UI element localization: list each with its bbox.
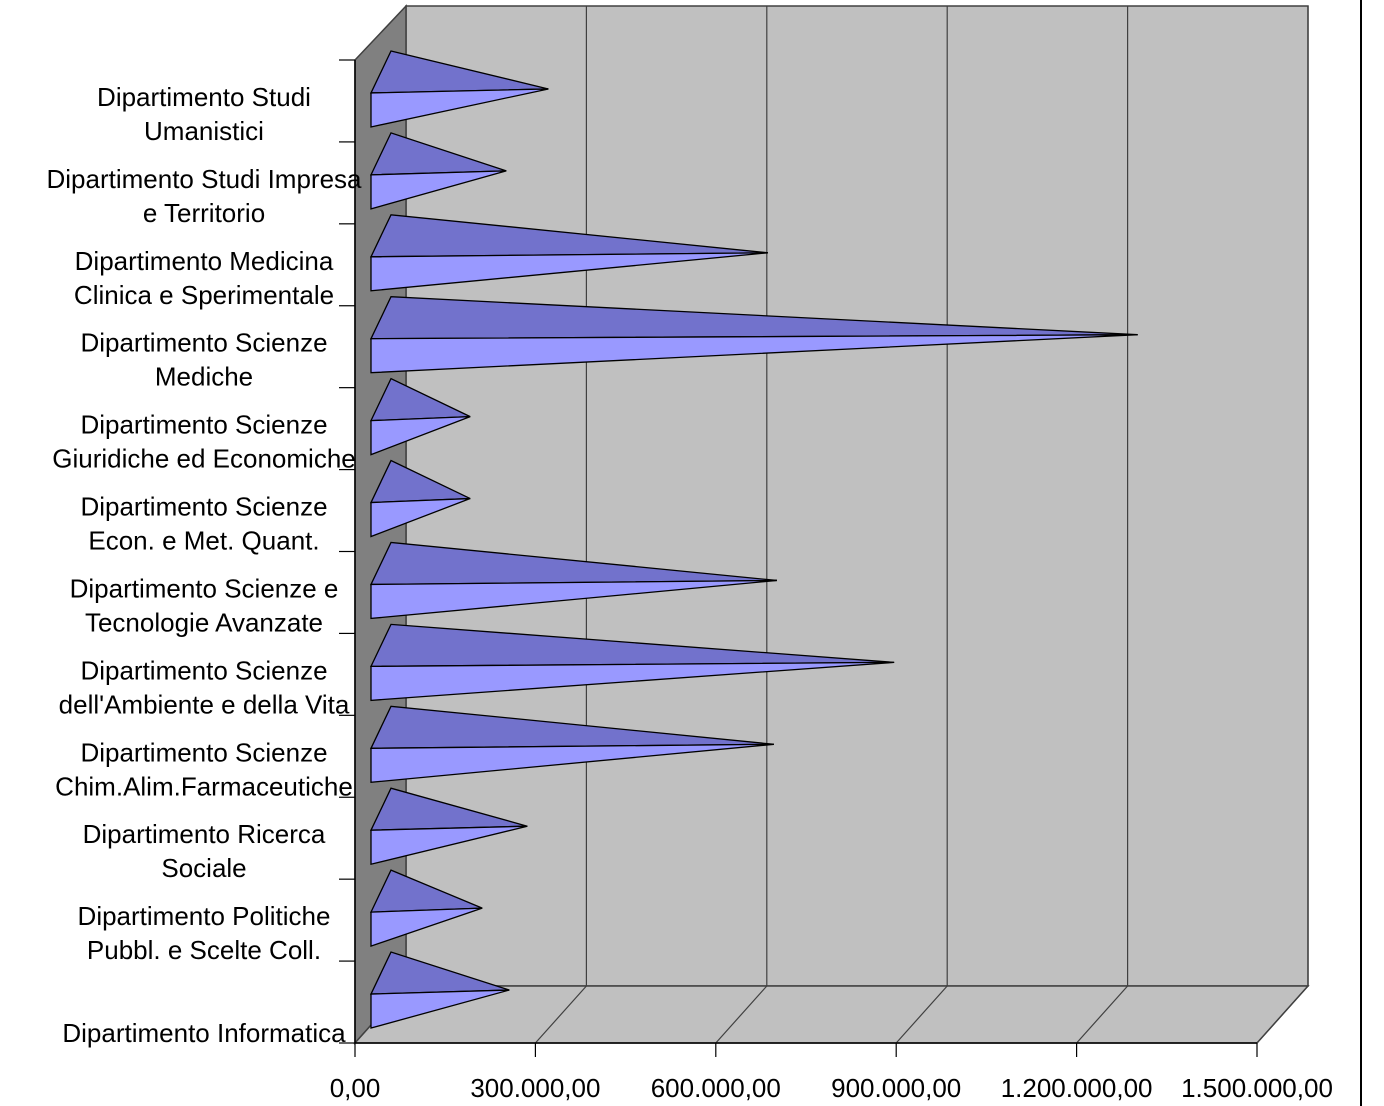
- category-label-line: Dipartimento Scienze: [80, 737, 327, 767]
- cone-front-face: [370, 989, 510, 1029]
- category-label-line: Tecnologie Avanzate: [85, 607, 323, 637]
- cone-series: [369, 50, 1138, 1029]
- cone-front-face: [370, 497, 471, 538]
- cone-0: [369, 50, 549, 128]
- axis-lines: [339, 59, 1258, 1057]
- gridline-floor-5: [1256, 985, 1309, 1044]
- x-tick-label-5: 1.500.000,00: [1181, 1073, 1333, 1103]
- gridlines: [534, 6, 1309, 1044]
- cone-4: [369, 377, 471, 456]
- x-tick-label-2: 600.000,00: [651, 1073, 781, 1103]
- cone-10: [369, 869, 483, 948]
- category-label-line: Econ. e Met. Quant.: [88, 526, 319, 556]
- cone-front-face: [370, 825, 528, 866]
- category-label-7: Dipartimento Scienze dell'Ambiente e dell…: [59, 655, 350, 719]
- category-label-10: Dipartimento Politiche Pubbl. e Scelte Co…: [78, 901, 331, 965]
- category-label-5: Dipartimento Scienze Econ. e Met. Quant.: [80, 492, 327, 556]
- x-tick-label-3: 900.000,00: [831, 1073, 961, 1103]
- category-label-1: Dipartimento Studi Impresa e Territorio: [46, 164, 362, 228]
- category-label-11: Dipartimento Informatica: [62, 1018, 346, 1048]
- cone-front-face: [370, 170, 507, 210]
- cone-front-face: [370, 415, 471, 456]
- cone-front-face: [370, 334, 1138, 374]
- category-label-line: Dipartimento Scienze: [80, 410, 327, 440]
- cone-front-face: [370, 252, 768, 292]
- category-label-line: Sociale: [161, 853, 246, 883]
- category-label-line: Dipartimento Medicina: [75, 246, 334, 276]
- category-label-2: Dipartimento Medicina Clinica e Speriment…: [74, 246, 334, 310]
- category-label-line: Dipartimento Scienze: [80, 492, 327, 522]
- back-wall: [405, 5, 1309, 987]
- gridline-floor-4: [1076, 985, 1129, 1044]
- category-label-line: Dipartimento Studi Impresa: [46, 164, 362, 194]
- cone-front-face: [370, 88, 549, 128]
- category-label-line: Dipartimento Informatica: [62, 1018, 346, 1048]
- category-label-line: Dipartimento Scienze: [80, 328, 327, 358]
- x-tick-label-4: 1.200.000,00: [1001, 1073, 1153, 1103]
- cone-front-face: [370, 579, 777, 620]
- gridline-floor-3: [895, 985, 948, 1044]
- x-tick-label-1: 300.000,00: [470, 1073, 600, 1103]
- category-label-line: Dipartimento Politiche: [78, 901, 331, 931]
- category-label-line: Dipartimento Studi: [97, 82, 311, 112]
- category-label-line: Chim.Alim.Farmaceutiche: [55, 771, 353, 801]
- category-label-0: Dipartimento Studi Umanistici: [97, 82, 311, 146]
- cone-front-face: [370, 743, 774, 784]
- cone-11: [369, 951, 510, 1029]
- category-label-line: Dipartimento Scienze: [80, 655, 327, 685]
- category-label-3: Dipartimento Scienze Mediche: [80, 328, 327, 392]
- category-label-line: e Territorio: [143, 198, 265, 228]
- floor: [353, 985, 1310, 1044]
- cone-7: [369, 623, 895, 702]
- gridline-floor-1: [534, 985, 587, 1044]
- category-label-6: Dipartimento Scienze e Tecnologie Avanzat…: [70, 573, 339, 637]
- category-label-line: Mediche: [155, 362, 253, 392]
- category-label-4: Dipartimento Scienze Giuridiche ed Econom…: [52, 410, 356, 474]
- cone-front-face: [370, 661, 895, 702]
- cone-2: [369, 214, 768, 292]
- plot-walls: [353, 4, 1310, 1045]
- x-tick-labels: 0,00 300.000,00 600.000,00 900.000,00 1.200.…: [330, 1073, 1333, 1103]
- cone-3: [369, 296, 1138, 374]
- category-label-line: dell'Ambiente e della Vita: [59, 689, 350, 719]
- cone-front-face: [370, 907, 483, 948]
- x-tick-label-0: 0,00: [330, 1073, 381, 1103]
- category-label-8: Dipartimento Scienze Chim.Alim.Farmaceuti…: [55, 737, 353, 801]
- cone-8: [369, 705, 774, 784]
- gridline-floor-2: [715, 985, 768, 1044]
- category-label-line: Umanistici: [144, 116, 264, 146]
- cone-5: [369, 459, 471, 538]
- category-label-line: Clinica e Sperimentale: [74, 280, 334, 310]
- cone-9: [369, 787, 528, 866]
- category-labels: Dipartimento Studi UmanisticiDipartimento…: [46, 82, 362, 1048]
- category-label-line: Giuridiche ed Economiche: [52, 444, 356, 474]
- category-label-line: Dipartimento Scienze e: [70, 573, 339, 603]
- category-label-line: Pubbl. e Scelte Coll.: [87, 935, 321, 965]
- cone-6: [369, 541, 777, 620]
- cone-1: [369, 132, 507, 210]
- category-label-line: Dipartimento Ricerca: [83, 819, 326, 849]
- category-label-9: Dipartimento Ricerca Sociale: [83, 819, 326, 883]
